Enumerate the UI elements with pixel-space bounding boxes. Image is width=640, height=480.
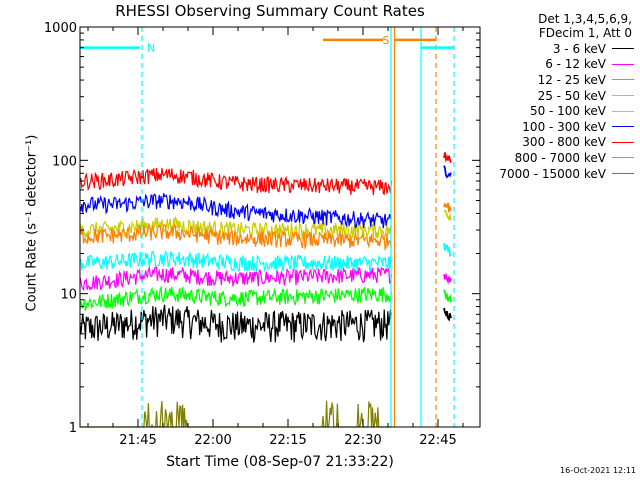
series-2 (79, 285, 452, 311)
x-tick-label-4: 22:45 (419, 433, 456, 448)
series-line-after-gap-4 (443, 210, 452, 222)
legend-label-8: 7000 - 15000 keV (499, 166, 606, 181)
series-line-0 (79, 304, 392, 343)
legend-label-7: 800 - 7000 keV (514, 150, 606, 165)
overlay-layer: NS (80, 27, 455, 427)
legend-entry-3: 25 - 50 keV (484, 88, 634, 104)
series-line-after-gap-5 (443, 165, 452, 179)
series-7 (79, 201, 452, 251)
series-line-5 (79, 193, 392, 229)
legend-label-2: 12 - 25 keV (537, 72, 606, 87)
series-line-after-gap-3 (443, 243, 452, 258)
series-0 (79, 304, 452, 343)
x-tick-label-2: 22:15 (269, 433, 306, 448)
legend-swatch-6 (612, 141, 634, 143)
series-line-after-gap-2 (443, 289, 452, 303)
legend-label-1: 6 - 12 keV (545, 57, 606, 72)
series-line-2 (79, 285, 392, 311)
legend-entry-7: 800 - 7000 keV (484, 150, 634, 166)
legend-swatch-5 (612, 126, 634, 128)
legend-swatch-1 (612, 63, 634, 65)
series-line-3 (79, 249, 392, 272)
legend-entry-8: 7000 - 15000 keV (484, 166, 634, 182)
series-6 (79, 152, 452, 196)
legend-entry-6: 300 - 800 keV (484, 135, 634, 151)
x-tick-label-3: 22:30 (344, 433, 381, 448)
plot-frame (79, 26, 481, 428)
series-line-after-gap-0 (443, 307, 452, 322)
y-tick-label-3: 1000 (44, 21, 77, 36)
legend-swatch-8 (612, 173, 634, 175)
series-3 (79, 243, 452, 272)
annotation-label-n: N (147, 42, 155, 55)
axes-layer: 21:45 22:00 22:15 22:30 22:45 1 10 100 1000 (44, 21, 480, 448)
legend-swatch-4 (612, 110, 634, 112)
legend-label-5: 100 - 300 keV (522, 119, 606, 134)
legend-entry-1: 6 - 12 keV (484, 57, 634, 73)
series-5 (79, 165, 452, 229)
legend-label-4: 50 - 100 keV (529, 104, 606, 119)
y-tick-label-1: 10 (60, 288, 77, 303)
series-line-7 (79, 223, 392, 251)
legend-entry-2: 12 - 25 keV (484, 72, 634, 88)
legend-label-3: 25 - 50 keV (537, 88, 606, 103)
legend-swatch-3 (612, 95, 634, 97)
y-axis-label: Count Rate (s⁻¹ detector⁻¹) (24, 134, 40, 312)
legend-header-line-2: FDecim 1, Att 0 (538, 26, 632, 40)
x-tick-label-0: 21:45 (119, 433, 156, 448)
legend-entry-4: 50 - 100 keV (484, 103, 634, 119)
timestamp-footer: 16-Oct-2021 12:11 (560, 466, 636, 475)
x-axis-label: Start Time (08-Sep-07 21:33:22) (166, 454, 394, 470)
series-line-after-gap-6 (443, 152, 452, 163)
series-8 (80, 400, 392, 428)
legend-entry-5: 100 - 300 keV (484, 119, 634, 135)
series-line-8 (80, 400, 392, 428)
y-tick-label-0: 1 (69, 421, 77, 436)
series-line-6 (79, 167, 392, 196)
y-tick-label-2: 100 (52, 154, 77, 169)
legend: 3 - 6 keV 6 - 12 keV 12 - 25 keV 25 - 50 ke… (484, 41, 634, 181)
series-line-after-gap-7 (443, 201, 452, 213)
series-line-1 (79, 265, 392, 292)
legend-label-6: 300 - 800 keV (522, 135, 606, 150)
legend-swatch-0 (612, 48, 634, 50)
x-tick-label-1: 22:00 (194, 433, 231, 448)
legend-label-0: 3 - 6 keV (552, 41, 606, 56)
series-layer (79, 152, 452, 428)
series-1 (79, 265, 452, 292)
annotation-label-s: S (383, 34, 390, 47)
legend-entry-0: 3 - 6 keV (484, 41, 634, 57)
series-line-after-gap-1 (443, 272, 452, 285)
legend-header-line-1: Det 1,3,4,5,6,9, (538, 12, 632, 26)
legend-swatch-7 (612, 157, 634, 159)
legend-swatch-2 (612, 79, 634, 81)
chart-title: RHESSI Observing Summary Count Rates (115, 2, 425, 20)
